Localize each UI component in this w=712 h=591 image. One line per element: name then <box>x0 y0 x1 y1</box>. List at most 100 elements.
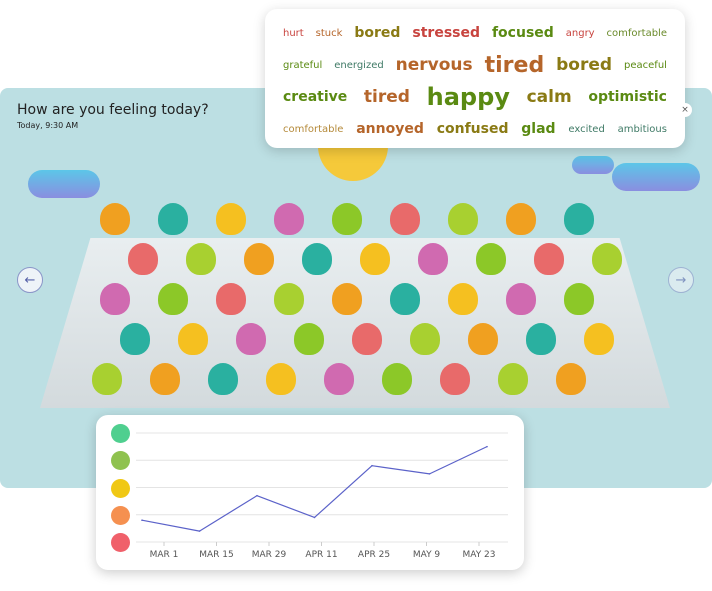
word-grateful: grateful <box>283 59 323 71</box>
close-button[interactable]: × <box>678 103 692 117</box>
monster-character <box>332 283 362 315</box>
mood-point <box>256 494 258 497</box>
monster-character <box>100 203 130 235</box>
page-title: How are you feeling today? <box>17 102 209 118</box>
arrow-right-icon: → <box>675 272 687 288</box>
word-bored: bored <box>556 55 613 75</box>
monster-character <box>448 283 478 315</box>
word-tired: tired <box>363 87 410 107</box>
word-excited: excited <box>568 123 605 135</box>
word-row: grateful energized nervous tired bored peacef… <box>283 49 667 81</box>
mood-chart-card: MAR 1 MAR 15 MAR 29 APR 11 APR 25 MAY 9 MAY 23 <box>96 415 524 570</box>
monster-character <box>476 243 506 275</box>
monster-character <box>128 243 158 275</box>
mood-line-segment <box>429 446 488 475</box>
monster-character <box>592 243 622 275</box>
sad-face-icon <box>111 505 130 525</box>
word-happy: happy <box>426 83 510 111</box>
monster-character <box>216 283 246 315</box>
word-glad: glad <box>521 121 556 137</box>
x-tick-label: APR 25 <box>357 550 391 560</box>
monster-character <box>332 203 362 235</box>
mood-line-segment <box>256 495 315 519</box>
mood-point <box>141 519 143 521</box>
monster-character <box>92 363 122 395</box>
monster-character <box>150 363 180 395</box>
very-upset-face-icon <box>111 533 130 552</box>
monster-character <box>390 283 420 315</box>
mood-point <box>313 516 316 519</box>
timestamp: Today, 9:30 AM <box>17 121 79 130</box>
word-row: creative tired happy calm optimistic <box>283 81 667 113</box>
word-cloud-card: hurt stuck bored stressed focused angry comfor… <box>265 9 685 148</box>
word-calm: calm <box>526 87 572 107</box>
monster-character <box>564 283 594 315</box>
word-confused: confused <box>436 121 509 137</box>
monster-character <box>352 323 382 355</box>
happy-face-icon <box>111 451 130 471</box>
word-tired: tired <box>484 52 545 78</box>
word-annoyed: annoyed <box>356 121 424 137</box>
monster-character <box>526 323 556 355</box>
mood-line-segment <box>371 465 430 475</box>
word-comfortable: comfortable <box>606 27 667 39</box>
mood-line-segment <box>141 519 200 532</box>
monster-character <box>158 203 188 235</box>
mood-line-segment <box>199 495 258 532</box>
neutral-face-icon <box>111 478 130 498</box>
word-angry: angry <box>565 27 595 39</box>
mood-line-segment <box>314 465 373 518</box>
monster-character <box>534 243 564 275</box>
word-creative: creative <box>283 89 348 105</box>
monster-character <box>410 323 440 355</box>
monster-character <box>244 243 274 275</box>
word-nervous: nervous <box>395 55 473 75</box>
word-hurt: hurt <box>283 27 304 39</box>
mood-point <box>428 473 431 475</box>
mood-point <box>486 445 488 448</box>
word-energized: energized <box>334 59 384 71</box>
monster-character <box>302 243 332 275</box>
monster-character <box>506 203 536 235</box>
very-happy-face-icon <box>111 424 130 443</box>
cloud-right <box>612 163 700 191</box>
monster-character <box>208 363 238 395</box>
cloud-left <box>28 170 100 198</box>
monster-character <box>498 363 528 395</box>
prev-button[interactable]: ← <box>17 267 43 293</box>
word-stuck: stuck <box>315 27 343 39</box>
monster-character <box>274 283 304 315</box>
monster-character <box>448 203 478 235</box>
monster-character <box>236 323 266 355</box>
x-tick-label: MAR 1 <box>149 550 179 560</box>
monster-character <box>178 323 208 355</box>
word-row: comfortable annoyed confused glad excited amb… <box>283 113 667 145</box>
monster-character <box>360 243 390 275</box>
close-icon: × <box>681 105 689 115</box>
word-row: hurt stuck bored stressed focused angry comfor… <box>283 17 667 49</box>
monster-character <box>418 243 448 275</box>
word-peaceful: peaceful <box>624 59 667 71</box>
word-comfortable: comfortable <box>283 123 344 135</box>
cloud-small <box>572 156 614 174</box>
monster-character <box>274 203 304 235</box>
next-button[interactable]: → <box>668 267 694 293</box>
monster-character <box>324 363 354 395</box>
monster-character <box>294 323 324 355</box>
monster-character <box>266 363 296 395</box>
monster-character <box>382 363 412 395</box>
word-stressed: stressed <box>412 25 481 41</box>
monster-character <box>506 283 536 315</box>
monster-character <box>158 283 188 315</box>
word-optimistic: optimistic <box>588 89 667 105</box>
word-bored: bored <box>354 25 401 41</box>
monster-character <box>390 203 420 235</box>
monster-character <box>564 203 594 235</box>
word-focused: focused <box>491 25 554 41</box>
arrow-left-icon: ← <box>24 272 36 288</box>
monster-character <box>468 323 498 355</box>
monster-character <box>440 363 470 395</box>
x-tick-label: MAY 23 <box>462 550 496 560</box>
monster-character <box>186 243 216 275</box>
x-tick-label: MAR 29 <box>251 550 287 560</box>
